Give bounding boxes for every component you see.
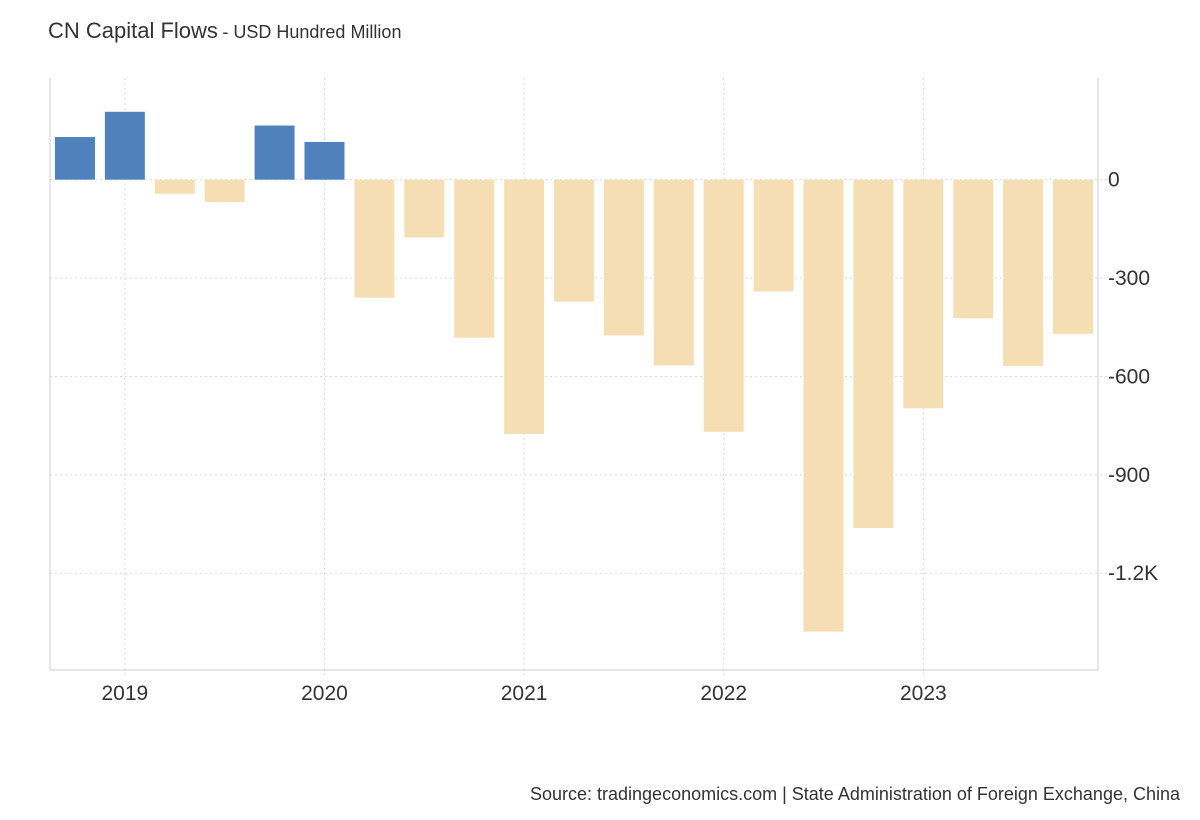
- bar: [454, 179, 495, 338]
- chart-title: CN Capital Flows: [48, 18, 218, 43]
- bar: [953, 179, 994, 319]
- y-tick-label: -600: [1108, 365, 1150, 388]
- bar: [354, 179, 395, 298]
- x-tick-label: 2019: [101, 682, 148, 705]
- y-tick-label: -300: [1108, 267, 1150, 290]
- y-tick-label: -1.2K: [1108, 562, 1158, 585]
- chart-title-row: CN Capital Flows - USD Hundred Million: [48, 18, 401, 44]
- bar: [653, 179, 694, 366]
- bar: [204, 179, 245, 202]
- y-tick-label: -900: [1108, 464, 1150, 487]
- x-tick-label: 2023: [900, 682, 947, 705]
- bar: [903, 179, 944, 409]
- bar: [54, 137, 95, 180]
- bar: [304, 141, 345, 180]
- bar: [753, 179, 794, 292]
- bar: [404, 179, 445, 238]
- bar: [1053, 179, 1094, 334]
- bar: [254, 125, 295, 180]
- bar: [853, 179, 894, 528]
- x-tick-label: 2022: [700, 682, 747, 705]
- y-tick-label: 0: [1108, 169, 1120, 192]
- bar: [554, 179, 594, 302]
- x-tick-label: 2020: [301, 682, 348, 705]
- bar: [154, 179, 195, 194]
- bar: [703, 179, 744, 432]
- chart-subtitle: - USD Hundred Million: [222, 22, 402, 42]
- bar: [504, 179, 545, 434]
- source-note: Source: tradingeconomics.com | State Adm…: [529, 784, 1180, 804]
- x-tick-label: 2021: [501, 682, 548, 705]
- chart-svg: 0 -300 -600 -900 -1.2K 2019 2020 2021 2022 2023: [49, 78, 1158, 705]
- bar: [1003, 179, 1044, 366]
- bar: [603, 179, 644, 336]
- bar: [104, 111, 145, 180]
- bar: [803, 179, 844, 632]
